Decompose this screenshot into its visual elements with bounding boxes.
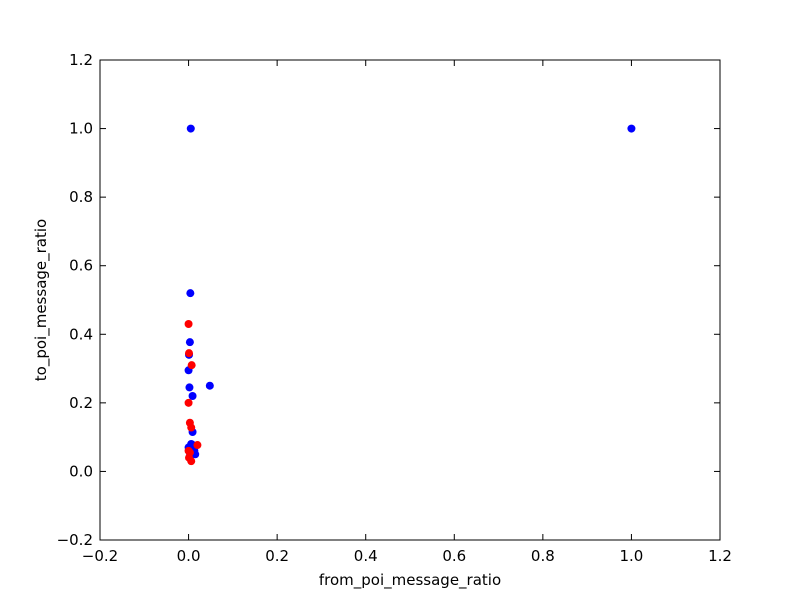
y-tick-label: 1.0 (69, 120, 93, 138)
x-tick-label: 1.0 (619, 547, 643, 565)
x-axis-label: from_poi_message_ratio (319, 571, 501, 590)
data-point-series-0-3 (185, 338, 194, 347)
ticks-layer: −0.2 0.0 0.2 0.4 0.6 0.8 1.0 1.2 −0.2 0.0 0.2 0.4 0.… (57, 51, 732, 565)
plot-frame (99, 59, 721, 541)
points-layer (184, 124, 636, 466)
y-tick-label: 0.0 (69, 462, 93, 480)
data-point-series-1-2 (187, 361, 196, 370)
x-tick-label: 0.0 (177, 547, 201, 565)
data-point-series-1-10 (187, 457, 196, 466)
x-tick-label: 1.2 (708, 547, 732, 565)
x-tick-label: 0.8 (531, 547, 555, 565)
y-tick-label: 0.8 (69, 188, 93, 206)
data-point-series-0-1 (627, 124, 636, 133)
x-tick-label: 0.2 (265, 547, 289, 565)
y-tick-label: 1.2 (69, 51, 93, 69)
y-tick-label: 0.6 (69, 257, 93, 275)
y-tick-label: 0.4 (69, 325, 93, 343)
x-tick-label: 0.4 (354, 547, 378, 565)
data-point-series-1-6 (193, 441, 202, 450)
data-point-series-1-3 (184, 398, 193, 407)
data-point-series-1-5 (187, 423, 196, 432)
y-tick-label: −0.2 (57, 531, 93, 549)
data-point-series-0-2 (186, 289, 195, 298)
data-point-series-1-0 (184, 320, 193, 328)
data-point-series-0-7 (205, 381, 214, 390)
y-axis-label: to_poi_message_ratio (32, 219, 51, 381)
y-tick-label: 0.2 (69, 394, 93, 412)
x-tick-label: 0.6 (442, 547, 466, 565)
data-point-series-0-6 (185, 383, 194, 392)
x-tick-label: −0.2 (82, 547, 118, 565)
data-point-series-0-8 (188, 392, 197, 400)
data-point-series-0-0 (186, 124, 195, 133)
data-point-series-1-1 (185, 349, 194, 358)
